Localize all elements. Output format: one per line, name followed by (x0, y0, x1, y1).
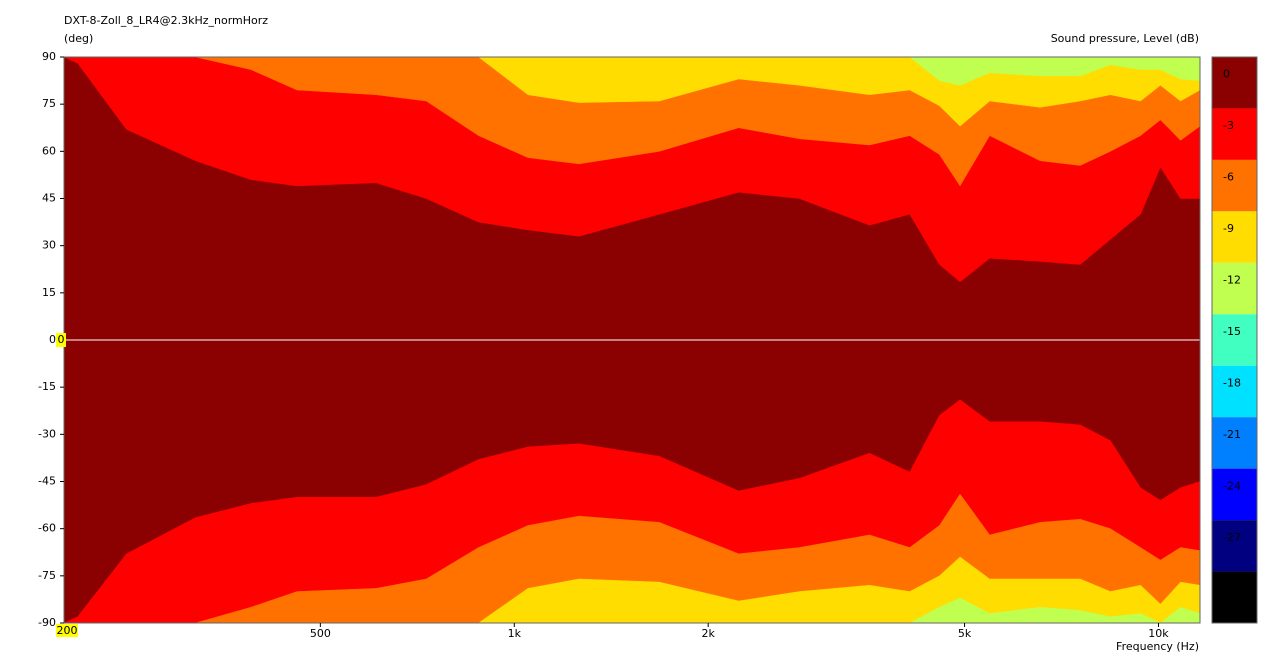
colorbar-label: Sound pressure, Level (dB) (1051, 32, 1199, 45)
colorbar-label: -27 (1223, 531, 1241, 544)
colorbar-swatch (1212, 211, 1257, 263)
colorbar-swatch (1212, 520, 1257, 572)
cursor-y-box (56, 333, 66, 347)
x-tick-label: 500 (310, 627, 331, 640)
colorbar-label: 0 (1223, 68, 1230, 81)
colorbar-label: -6 (1223, 171, 1234, 184)
colorbar-label: -12 (1223, 274, 1241, 287)
colorbar-swatch (1212, 159, 1257, 212)
colorbar-label: -15 (1223, 325, 1241, 338)
y-axis-label: (deg) (64, 32, 93, 45)
colorbar-swatch (1212, 262, 1257, 315)
y-tick-label: -90 (38, 616, 56, 629)
colorbar-swatch (1212, 365, 1257, 418)
colorbar-swatch (1212, 468, 1257, 521)
y-tick-label: -15 (38, 380, 56, 393)
x-tick-label: 1k (508, 627, 522, 640)
colorbar-label: -24 (1223, 479, 1241, 492)
colorbar-swatch (1212, 417, 1257, 469)
y-tick-label: 90 (42, 50, 56, 63)
y-tick-label: -45 (38, 475, 56, 488)
y-tick-label: -30 (38, 427, 56, 440)
x-tick-label: 2k (702, 627, 716, 640)
y-tick-label: 60 (42, 144, 56, 157)
x-axis-label: Frequency (Hz) (1116, 640, 1199, 653)
x-tick-label: 5k (958, 627, 972, 640)
y-tick-label: -60 (38, 522, 56, 535)
cursor-x-label: 200 (57, 624, 78, 637)
colorbar-label: -21 (1223, 428, 1241, 441)
colorbar-label: -18 (1223, 376, 1241, 389)
colorbar-label: -3 (1223, 119, 1234, 132)
colorbar-swatch (1212, 108, 1257, 160)
colorbar-swatch (1212, 57, 1257, 109)
colorbar-label: -9 (1223, 222, 1234, 235)
y-tick-label: -75 (38, 569, 56, 582)
chart-title: DXT-8-Zoll_8_LR4@2.3kHz_normHorz (64, 14, 268, 27)
cursor-x-box (56, 624, 78, 637)
y-tick-label: 30 (42, 239, 56, 252)
cursor-y-label: 0 (58, 333, 65, 346)
x-tick-label: 10k (1148, 627, 1169, 640)
colorbar-swatch (1212, 571, 1257, 623)
y-tick-label: 0 (49, 333, 56, 346)
y-tick-label: 15 (42, 286, 56, 299)
y-tick-label: 75 (42, 97, 56, 110)
colorbar-frame (1211, 56, 1258, 624)
colorbar-label: -30 (1223, 582, 1241, 595)
colorbar-swatch (1212, 314, 1257, 366)
y-tick-label: 45 (42, 192, 56, 205)
